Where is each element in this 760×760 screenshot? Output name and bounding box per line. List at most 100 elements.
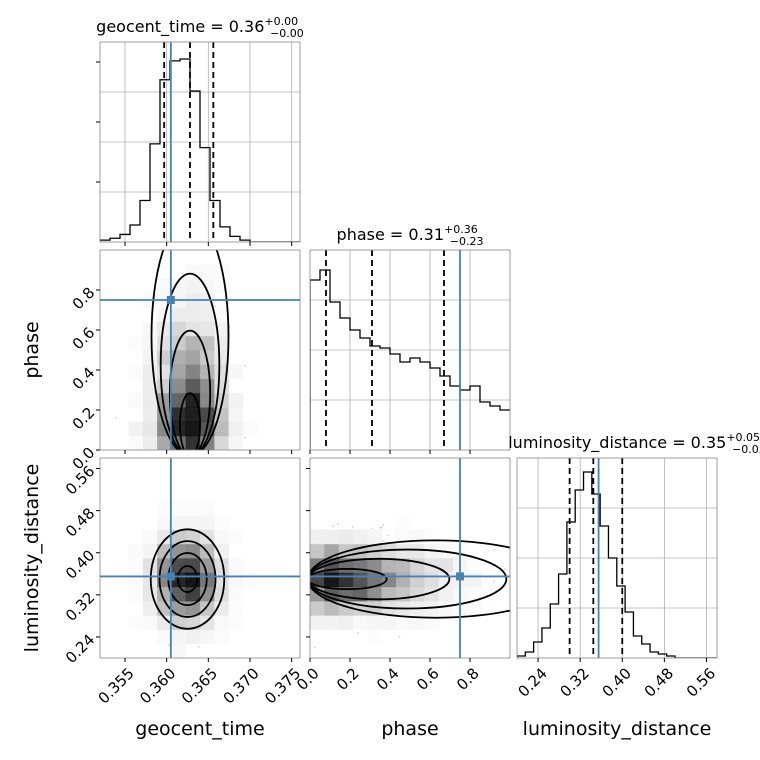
density-cell	[171, 364, 187, 380]
density-cell	[424, 529, 440, 545]
panel-title-phase: phase = 0.31+0.36 −0.23	[337, 223, 484, 248]
contour-level-1	[310, 557, 451, 601]
density-cell	[171, 629, 187, 645]
xtick-label-geocent_time-2: 0.365	[178, 664, 221, 707]
ytick-label-phase-1: 0.2	[69, 404, 99, 434]
density-cell	[410, 543, 425, 559]
density-cell	[467, 558, 482, 573]
contour-level-0	[176, 565, 199, 593]
density-cell	[142, 435, 158, 450]
scatter-point	[382, 539, 385, 542]
scatter-point	[244, 436, 246, 439]
density-cell	[214, 421, 230, 437]
xtick-label-phase-2: 0.4	[373, 664, 403, 694]
yaxis-label-phase: phase	[21, 321, 43, 378]
density-cell	[200, 558, 215, 573]
density-cell	[381, 558, 397, 573]
title-minus-geocent_time: −0.00	[270, 27, 304, 40]
ytick-label-phase-3: 0.6	[69, 324, 99, 354]
contour-level-2	[159, 272, 221, 450]
density-cell	[410, 558, 425, 573]
density-cell	[352, 615, 368, 630]
density-cell	[228, 572, 244, 588]
scatter-point	[371, 527, 374, 530]
density-cell	[171, 378, 187, 394]
density-cell	[171, 643, 187, 658]
density-cell	[157, 500, 172, 516]
title-plus-luminosity_distance: +0.05	[726, 431, 760, 444]
density-cell	[185, 629, 201, 645]
density-cell	[338, 572, 354, 588]
xtick-label-geocent_time-1: 0.360	[136, 664, 179, 707]
density-cell	[324, 615, 340, 630]
scatter-point	[492, 580, 495, 583]
scatter-point	[503, 568, 506, 571]
truth-marker	[166, 572, 175, 581]
density-cell	[395, 558, 411, 573]
density-cell	[200, 378, 215, 394]
density-cell	[185, 307, 201, 322]
density-cell	[142, 543, 158, 559]
density-cell	[142, 529, 158, 545]
density-cell	[228, 364, 244, 380]
density-cell	[171, 543, 187, 559]
density-cell	[200, 629, 215, 645]
axes-layer: geocent_time = 0.36+0.00 −0.00 phase = 0.3…	[21, 15, 760, 740]
density-cell	[228, 435, 244, 450]
density-cell	[157, 629, 172, 645]
density-cell	[128, 586, 144, 602]
density-cell	[171, 500, 187, 516]
scatter-point	[115, 416, 117, 419]
scatter-point	[387, 534, 389, 537]
panel-frame-pair-0	[99, 249, 301, 451]
density-cell	[381, 615, 397, 630]
density-cell	[352, 572, 368, 588]
density-cell	[228, 392, 244, 408]
density-cell	[228, 600, 244, 616]
density-cell	[128, 421, 144, 437]
density-cell	[214, 600, 230, 616]
density-cell	[214, 307, 230, 322]
density-cell	[214, 278, 230, 294]
xtick-label-luminosity_distance-2: 0.40	[599, 664, 635, 700]
title-main-geocent_time: geocent_time = 0.36	[96, 17, 264, 37]
scatter-point	[336, 522, 339, 525]
contour-level-3	[310, 539, 510, 619]
xtick-label-geocent_time-3: 0.370	[220, 664, 263, 707]
density-cell	[157, 392, 172, 408]
density-cell	[228, 529, 244, 545]
density-cell	[214, 364, 230, 380]
ytick-label-phase-2: 0.4	[69, 364, 99, 394]
density-cell	[228, 615, 244, 630]
xtick-label-luminosity_distance-3: 0.48	[641, 664, 677, 700]
ytick-label-luminosity_distance-3: 0.48	[62, 504, 98, 540]
density-cell	[310, 600, 325, 616]
pair-panel-phase-luminosity_distance	[310, 458, 510, 658]
contour-level-3	[150, 250, 230, 450]
density-cell	[310, 529, 325, 545]
ytick-label-phase-4: 0.8	[69, 284, 99, 314]
density-cell	[395, 615, 411, 630]
density-cell	[324, 572, 340, 588]
title-plus-phase: +0.36	[444, 223, 478, 236]
density-cell	[228, 586, 244, 602]
density-cell	[171, 278, 187, 294]
scatter-point	[379, 526, 382, 529]
scatter-point	[493, 549, 496, 551]
density-cell	[171, 529, 187, 545]
density-cell	[338, 615, 354, 630]
xaxis-label-luminosity_distance: luminosity_distance	[523, 718, 712, 740]
density-cell	[142, 586, 158, 602]
density-cell	[214, 572, 230, 588]
density-cell	[185, 335, 201, 351]
density-cell	[381, 543, 397, 559]
density-cell	[185, 586, 201, 602]
density-cell	[200, 264, 215, 280]
density-cell	[185, 278, 201, 294]
density-cell	[200, 307, 215, 322]
density-cell	[157, 529, 172, 545]
density-cell	[128, 435, 144, 450]
density-cell	[367, 629, 382, 645]
density-cell	[185, 515, 201, 530]
density-cell	[467, 586, 482, 602]
